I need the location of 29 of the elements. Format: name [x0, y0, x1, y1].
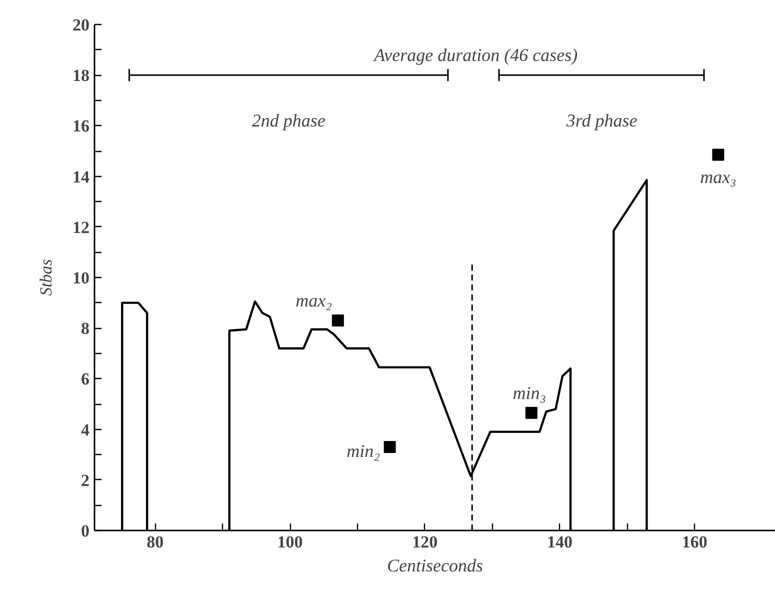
point: [525, 406, 538, 419]
annotation: max₃: [700, 166, 736, 187]
x-tick-label: 140: [546, 532, 572, 552]
x-tick-label: 80: [146, 532, 164, 552]
y-tick-label: 12: [72, 218, 90, 237]
annotation: min₃: [512, 382, 546, 403]
y-tick-label: 8: [81, 319, 90, 338]
point: [332, 314, 344, 327]
y-tick-label: 20: [72, 16, 90, 34]
y-tick-label: 2: [81, 470, 90, 490]
y-tick-label: 10: [72, 268, 90, 288]
x-axis-title: Centiseconds: [387, 556, 484, 576]
point: [712, 148, 724, 161]
y-tick-label: 6: [81, 370, 90, 389]
y-tick-label: 14: [72, 167, 90, 186]
annotation: max₂: [296, 290, 332, 311]
y-axis-title: Stbas: [36, 258, 56, 296]
x-tick-label: 100: [277, 532, 303, 552]
y-tick-label: 4: [81, 420, 90, 440]
x-tick-label: 120: [412, 532, 438, 552]
y-tick-label: 0: [81, 522, 90, 540]
y-tick-label: 16: [72, 116, 90, 136]
annotation: 2nd phase: [252, 110, 326, 131]
x-tick-label: 160: [682, 532, 708, 552]
point: [384, 441, 396, 454]
annotation: Average duration (46 cases): [373, 45, 578, 66]
annotation: min₂: [346, 441, 380, 462]
annotation: 3rd phase: [565, 110, 638, 131]
y-tick-label: 18: [72, 66, 90, 86]
